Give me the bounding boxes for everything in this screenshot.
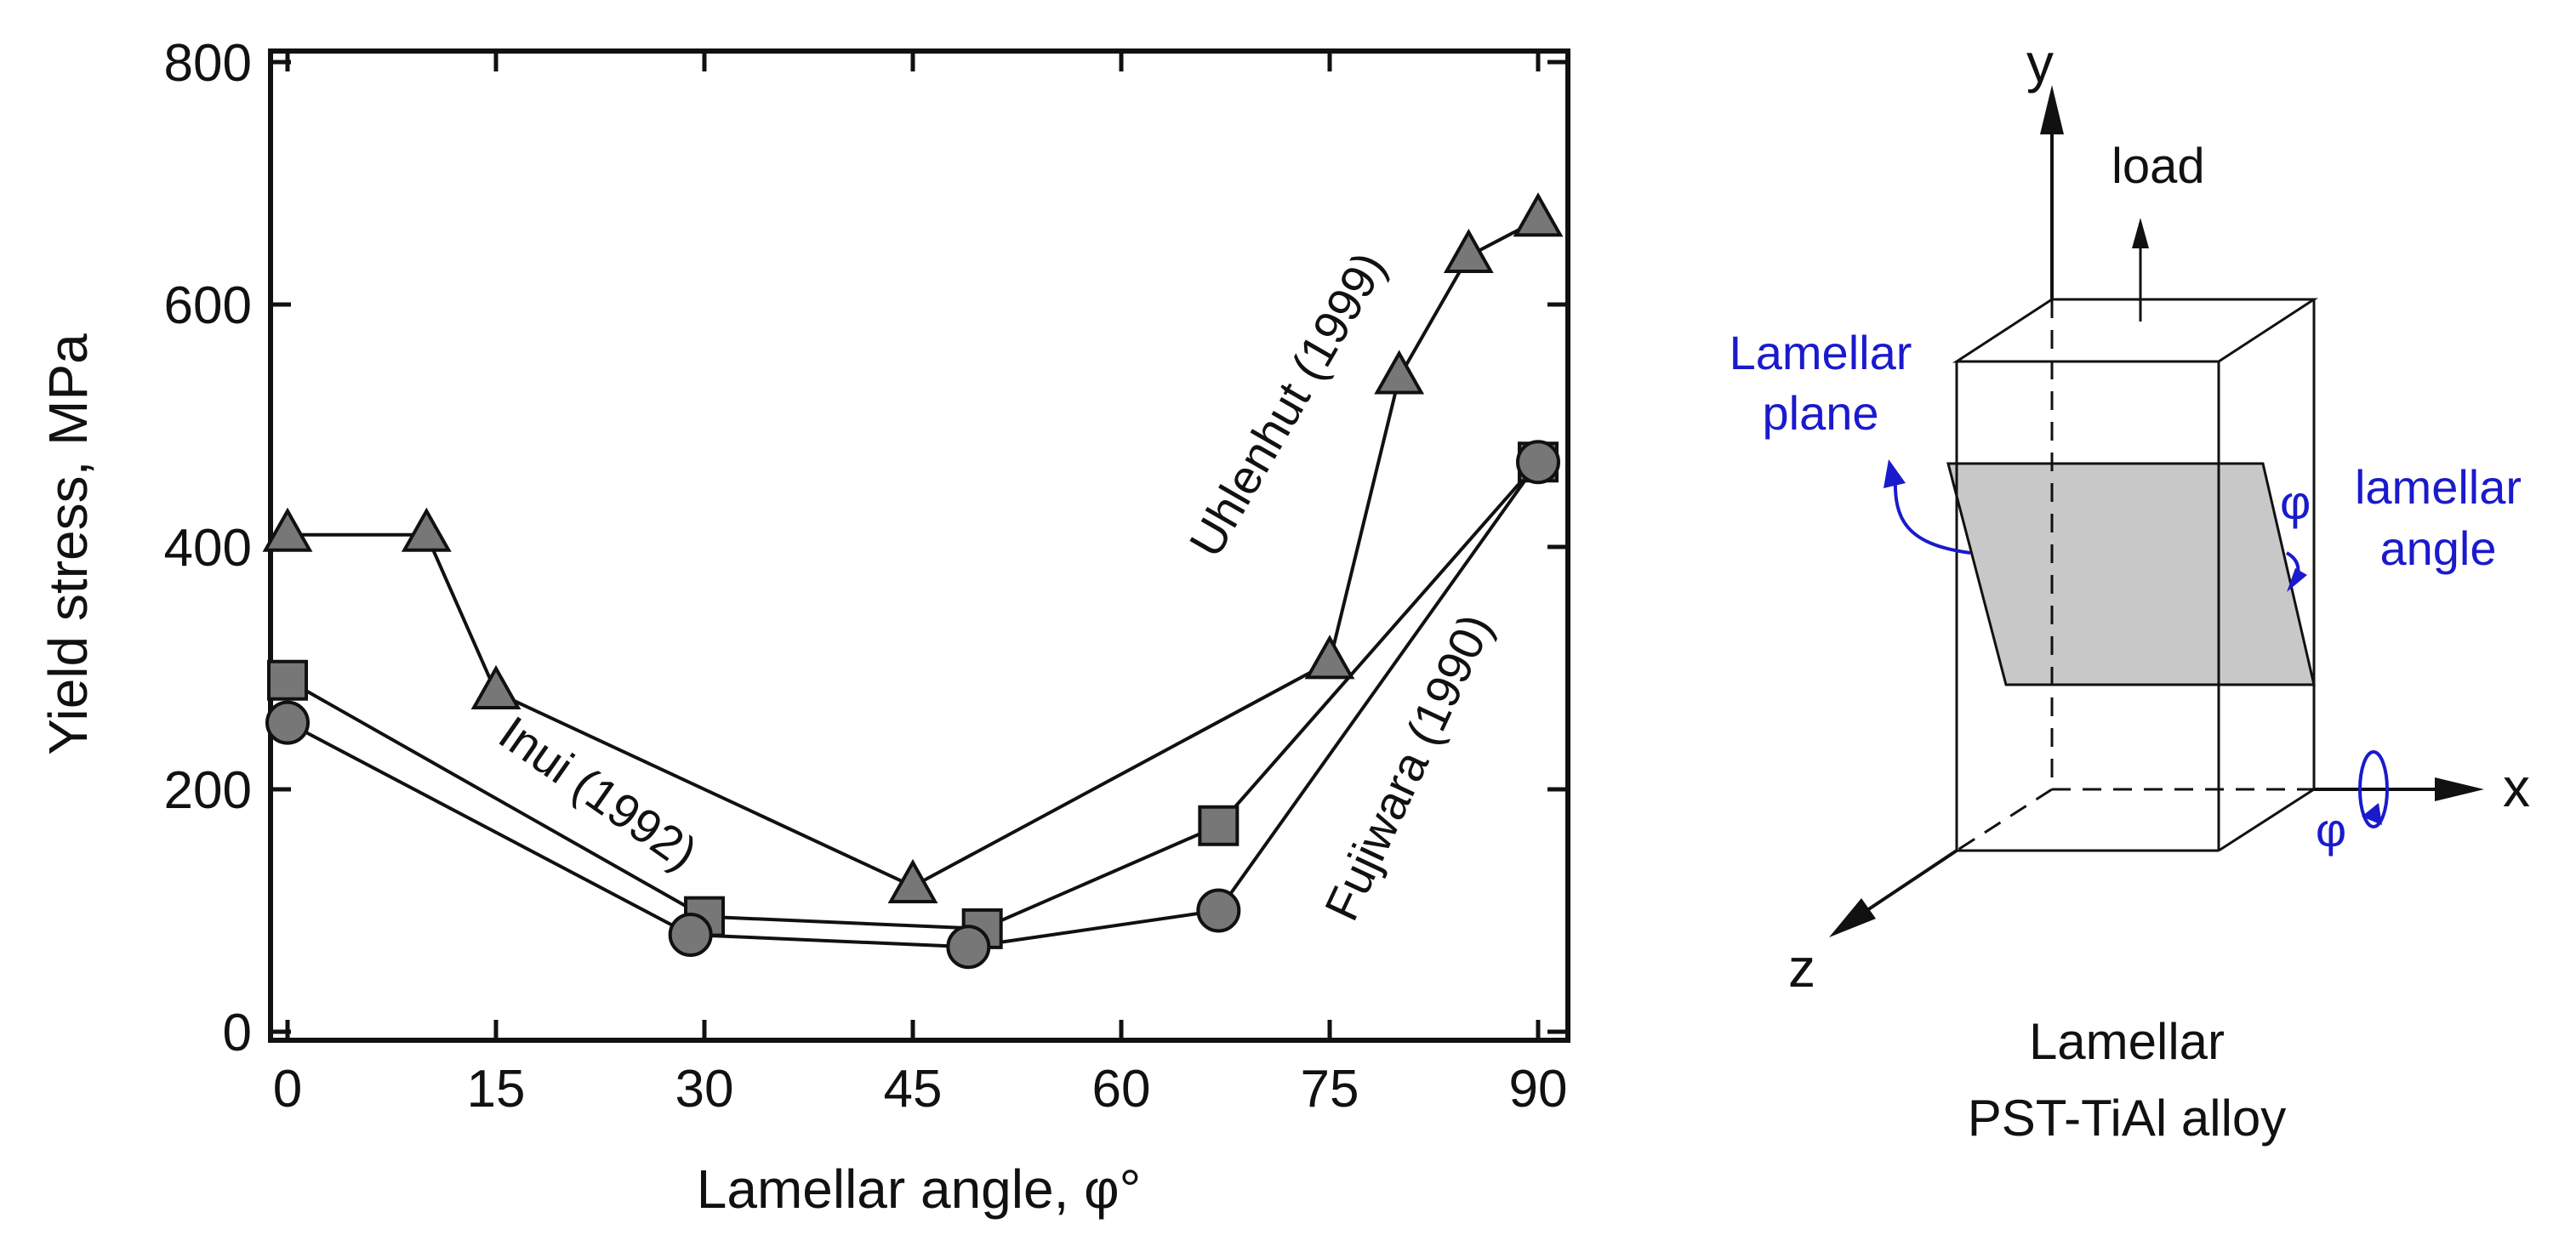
data-point-triangle [1304,635,1355,680]
lamellar-plane-label-1: Lamellar [1730,326,1912,379]
lamellar-plane-pointer [1884,459,1971,555]
x-tick-label: 15 [467,1060,526,1119]
data-point-circle [668,913,713,957]
x-tick-label: 90 [1509,1060,1568,1119]
x-tick-label: 45 [884,1060,943,1119]
rotation-arrow [2358,750,2389,828]
load-arrow [2132,218,2149,322]
x-tick-label: 30 [675,1060,734,1119]
lamellar-plane-shape [1946,462,2316,686]
y-tick-label: 200 [164,761,252,820]
data-point-circle [1516,440,1560,485]
caption-line-2: PST-TiAl alloy [1968,1090,2287,1147]
phi-symbol-plane: φ [2280,475,2311,529]
load-label: load [2112,139,2205,194]
axis-y-label: y [2026,32,2054,94]
z-axis-arrow [1829,849,1958,937]
y-tick-label: 600 [164,276,252,335]
data-point-triangle [401,507,452,552]
data-point-triangle [887,858,938,903]
x-tick-label: 0 [273,1060,302,1119]
series-label-fujiwara: Fujiwara (1990) [1314,606,1503,928]
data-point-circle [265,700,310,745]
axis-z-label: z [1788,937,1815,999]
pst-schematic: y x z load Lamellar plane φ lamellar ang… [1730,32,2530,1147]
lamellar-angle-label-2: angle [2379,521,2496,575]
data-point-triangle [262,507,313,552]
data-point-square [267,659,308,701]
y-axis-arrow [2040,85,2064,299]
x-axis-arrow [2314,777,2484,801]
series-markers [262,192,1564,970]
y-tick-label: 800 [164,34,252,93]
x-axis-label: Lamellar angle, φ° [697,1158,1141,1220]
caption-line-1: Lamellar [2029,1013,2225,1070]
data-point-triangle [1443,228,1494,273]
y-tick-label: 0 [223,1004,252,1062]
lamellar-angle-label-1: lamellar [2355,460,2522,514]
x-tick-label: 75 [1301,1060,1359,1119]
data-point-triangle [1513,192,1564,237]
box-edges [1952,298,2319,852]
box-hidden-edges [1956,299,2314,852]
y-axis-label: Yield stress, MPa [37,333,99,755]
data-point-square [1198,805,1240,846]
x-tick-label: 60 [1092,1060,1151,1119]
axis-ticks: 0 15 30 45 60 75 90 0 200 400 600 800 [164,34,1568,1119]
data-point-circle [1196,888,1241,933]
angle-pointer [2285,551,2307,592]
axis-x-label: x [2503,757,2530,818]
y-tick-label: 400 [164,519,252,578]
rotation-phi-symbol: φ [2316,803,2346,857]
data-point-circle [946,925,991,970]
series-line-0 [288,218,1539,889]
lamellar-plane-label-2: plane [1762,386,1878,440]
data-point-triangle [470,664,521,709]
series-label-inui: Inui (1992) [489,705,706,879]
data-point-triangle [1374,350,1425,395]
